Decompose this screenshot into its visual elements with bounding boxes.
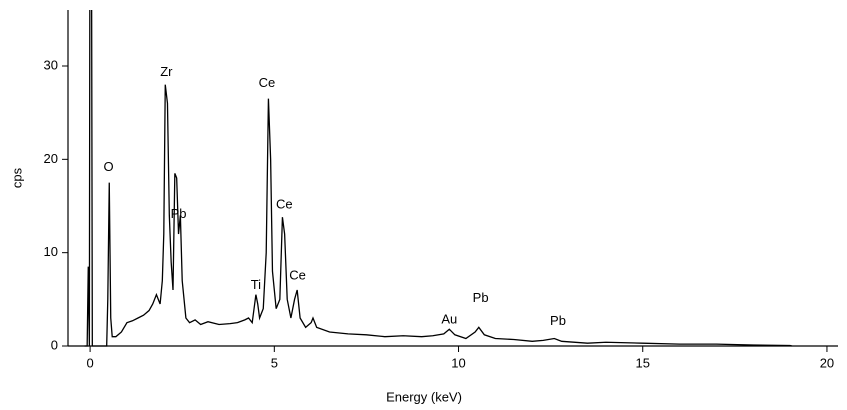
x-tick-label: 5 [271,355,278,370]
peak-label: Ce [276,197,293,212]
spectrum-line [84,10,793,347]
peak-label: Ce [259,75,276,90]
peak-label: Pb [473,290,489,305]
x-tick-label: 0 [86,355,93,370]
peak-label: Ce [289,267,306,282]
y-axis-label: cps [9,167,24,188]
peak-label: Pb [550,313,566,328]
x-tick-label: 15 [636,355,650,370]
y-tick-label: 0 [51,337,58,352]
peak-label: Ti [251,277,261,292]
y-tick-label: 10 [44,244,58,259]
y-tick-label: 30 [44,57,58,72]
y-tick-label: 20 [44,151,58,166]
peak-label: Pb [171,206,187,221]
peak-label: Zr [160,64,173,79]
x-axis-label: Energy (keV) [386,389,462,404]
x-tick-label: 20 [820,355,834,370]
x-tick-label: 10 [451,355,465,370]
peak-label: Au [441,311,457,326]
peak-label: O [103,159,113,174]
